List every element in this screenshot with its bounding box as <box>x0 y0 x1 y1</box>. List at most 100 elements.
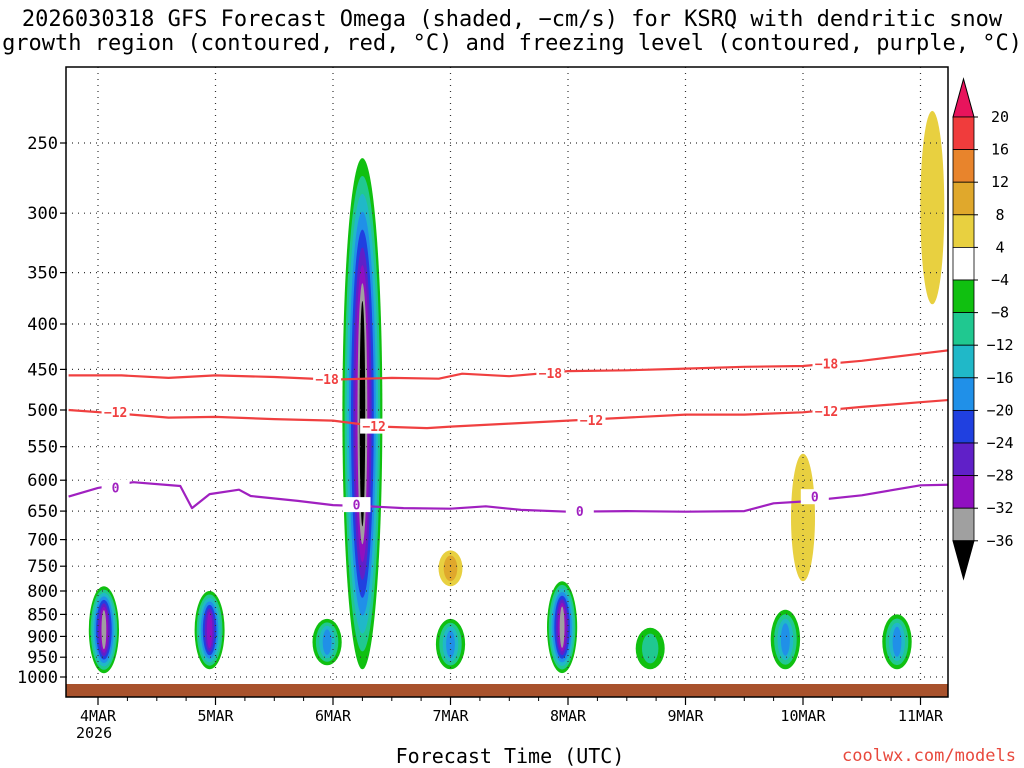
colorbar-swatch-7 <box>952 312 975 346</box>
contour-label-1-2: −18 <box>539 367 563 382</box>
contour-label-bg <box>101 479 130 495</box>
x-tick-label-11mar: 11MAR <box>898 707 944 725</box>
colorbar-swatch-11 <box>952 442 975 476</box>
colorbar-swatch-3 <box>952 181 975 216</box>
colorbar-swatch-4 <box>952 214 975 248</box>
omega-level-16 <box>446 630 455 658</box>
contour-label-3-2: 0 <box>353 499 361 514</box>
y-tick-label-750: 750 <box>27 557 58 577</box>
omega-feature-9 <box>882 614 912 670</box>
contour-label-1-3: −18 <box>815 358 839 373</box>
omega-feature-6 <box>547 581 578 674</box>
omega-feature-2 <box>194 591 225 670</box>
omega-level-4 <box>920 110 945 305</box>
x-tick-label-9mar: 9MAR <box>667 707 704 725</box>
omega-level-8 <box>642 633 659 664</box>
omega-feature-7 <box>635 627 665 670</box>
contour-label-3-4: 0 <box>811 491 819 506</box>
contour-label-bg <box>313 371 342 387</box>
y-tick-label-800: 800 <box>27 582 58 602</box>
chart-title-line2: growth region (contoured, red, °C) and f… <box>2 31 1022 56</box>
colorbar: 20 16 12 8 4 −4 −8 −12 −16 −20 −24 −28 −32 −36 <box>952 77 1014 581</box>
colorbar-label-0: 20 <box>991 108 1009 126</box>
colorbar-label-7: −12 <box>986 336 1013 354</box>
colorbar-swatch-5 <box>952 246 975 281</box>
y-tick-label-500: 500 <box>27 401 58 421</box>
colorbar-label-4: 4 <box>995 238 1004 256</box>
contour-label-bg <box>812 403 841 419</box>
y-tick-label-900: 900 <box>27 627 58 647</box>
x-tick-label-4mar: 4MAR <box>80 707 117 725</box>
colorbar-top-arrow <box>952 77 975 118</box>
contour-label-3-1: 0 <box>112 481 120 496</box>
omega-level-8 <box>443 555 458 582</box>
colorbar-label-1: 16 <box>991 141 1009 159</box>
y-tick-label-550: 550 <box>27 438 58 458</box>
y-tick-label-300: 300 <box>27 204 58 224</box>
contour-label-bg <box>800 489 829 505</box>
omega-feature-3 <box>312 618 342 666</box>
plot-frame <box>65 66 949 698</box>
x-tick-label-6mar: 6MAR <box>315 707 352 725</box>
y-tick-label-350: 350 <box>27 264 58 284</box>
y-tick-label-700: 700 <box>27 531 58 551</box>
colorbar-bottom-arrow <box>952 540 975 581</box>
terrain-ground-strip <box>66 684 948 697</box>
y-tick-label-250: 250 <box>27 134 58 154</box>
omega-level-28 <box>206 611 213 649</box>
contour-line-3 <box>68 481 948 513</box>
colorbar-swatch-10 <box>952 409 975 444</box>
chart-title-line1: 2026030318 GFS Forecast Omega (shaded, −… <box>21 7 1003 32</box>
x-axis: 4MAR 5MAR 6MAR 7MAR 8MAR 9MAR 10MAR 11MAR <box>80 697 944 725</box>
omega-shading <box>88 110 945 674</box>
contour-label-bg <box>536 365 565 381</box>
x-tick-label-8mar: 8MAR <box>550 707 587 725</box>
omega-feature-1 <box>88 586 119 674</box>
omega-feature-8 <box>770 609 801 670</box>
omega-feature-4 <box>342 158 383 670</box>
y-tick-label-450: 450 <box>27 360 58 380</box>
colorbar-swatch-1 <box>952 116 975 150</box>
contour-label-bg <box>342 497 371 513</box>
x-tick-label-7mar: 7MAR <box>432 707 469 725</box>
omega-feature-11 <box>920 110 945 305</box>
x-tick-label-10mar: 10MAR <box>780 707 826 725</box>
colorbar-label-2: 12 <box>991 173 1009 191</box>
omega-level-32 <box>101 610 107 650</box>
colorbar-swatch-9 <box>952 377 975 411</box>
y-tick-label-600: 600 <box>27 471 58 491</box>
source-credit: coolwx.com/models <box>842 746 1016 766</box>
y-tick-label-850: 850 <box>27 605 58 625</box>
colorbar-swatch-6 <box>952 279 975 313</box>
colorbar-swatch-8 <box>952 344 975 379</box>
omega-level-16 <box>780 623 790 656</box>
colorbar-label-11: −28 <box>986 467 1013 485</box>
omega-level-32 <box>559 606 565 648</box>
y-tick-label-950: 950 <box>27 648 58 668</box>
contour-label-bg <box>812 356 841 372</box>
contour-label-2-1: −12 <box>104 406 127 421</box>
colorbar-label-5: −4 <box>991 271 1009 289</box>
contour-label-2-3: −12 <box>580 414 603 429</box>
y-tick-label-1000: 1000 <box>17 668 58 688</box>
y-axis: 2503003504004505005506006507007508008509… <box>17 134 66 688</box>
x-tick-label-5mar: 5MAR <box>197 707 234 725</box>
colorbar-label-3: 8 <box>995 206 1004 224</box>
x-axis-label: Forecast Time (UTC) <box>395 744 625 768</box>
y-tick-label-650: 650 <box>27 502 58 522</box>
colorbar-label-13: −36 <box>986 532 1013 550</box>
contour-label-bg <box>577 412 606 428</box>
colorbar-label-12: −32 <box>986 499 1013 517</box>
omega-level-16 <box>322 629 332 655</box>
y-tick-label-400: 400 <box>27 315 58 335</box>
contour-label-bg <box>101 404 130 420</box>
colorbar-swatch-2 <box>952 149 975 183</box>
colorbar-label-9: −20 <box>986 401 1013 419</box>
contour-label-2-2: −12 <box>362 420 385 435</box>
contour-label-2-4: −12 <box>815 405 838 420</box>
omega-feature-5 <box>435 618 466 670</box>
colorbar-label-10: −24 <box>986 434 1013 452</box>
omega-level-16 <box>892 626 902 657</box>
colorbar-swatch-13 <box>952 507 975 542</box>
